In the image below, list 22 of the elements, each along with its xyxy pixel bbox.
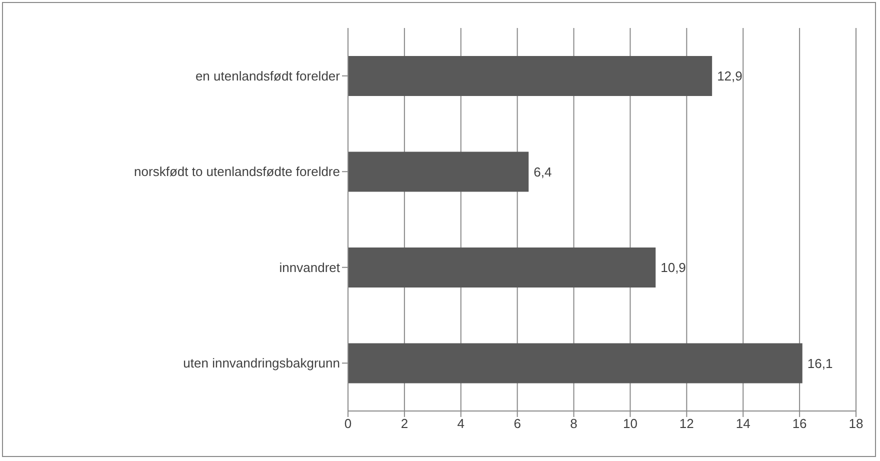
x-tick-label: 8 (570, 416, 578, 432)
x-tick-label: 18 (848, 416, 864, 432)
bar (348, 248, 656, 288)
data-label: 12,9 (717, 68, 742, 84)
x-tick-label: 4 (457, 416, 465, 432)
x-tick-label: 12 (679, 416, 694, 432)
y-tick-label: norskfødt to utenlandsfødte foreldre (134, 164, 340, 180)
x-tick-label: 6 (514, 416, 521, 432)
data-label: 16,1 (807, 356, 833, 371)
x-tick-label: 14 (736, 416, 750, 432)
x-tick-label: 0 (344, 416, 352, 432)
bar (348, 152, 529, 192)
y-tick-label: en utenlandsfødt forelder (195, 68, 341, 84)
x-tick-label: 10 (622, 416, 638, 432)
x-tick-label: 2 (400, 416, 408, 432)
data-label: 10,9 (660, 260, 686, 276)
x-tick-label: 16 (792, 416, 807, 432)
bar (348, 56, 712, 96)
bar (348, 343, 802, 384)
y-tick-label: innvandret (279, 260, 340, 275)
y-tick-label: uten innvandringsbakgrunn (183, 356, 340, 371)
data-label: 6,4 (534, 164, 552, 180)
